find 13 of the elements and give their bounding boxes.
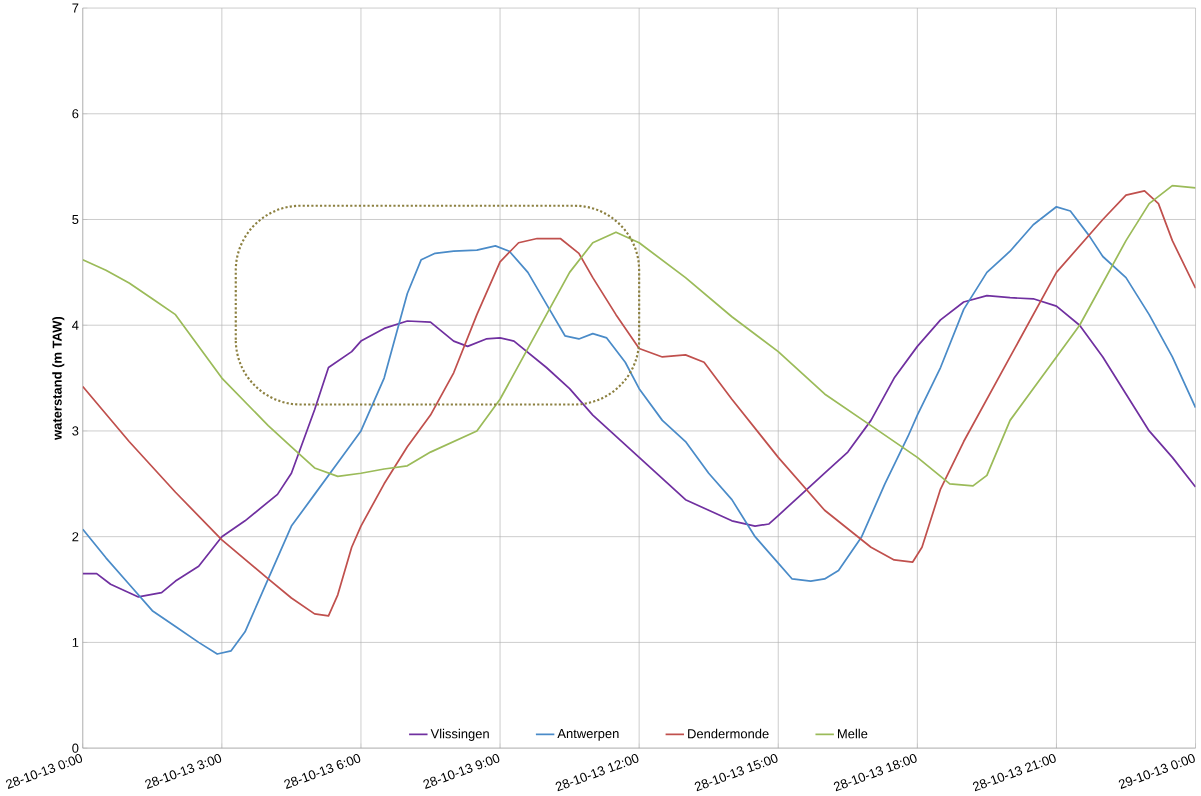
y-tick-label: 0 [72, 743, 79, 753]
y-tick-label: 4 [72, 320, 79, 330]
legend-label: Vlissingen [430, 728, 489, 741]
y-tick-label: 1 [72, 637, 79, 647]
y-axis-title: waterstand (m TAW) [52, 316, 65, 440]
legend-label: Melle [838, 728, 868, 739]
y-tick-label: 6 [72, 109, 79, 119]
y-tick-label: 3 [72, 426, 79, 436]
y-tick-label: 2 [72, 531, 79, 542]
legend-label: Dendermonde [688, 728, 769, 739]
y-tick-label: 5 [72, 214, 79, 224]
y-tick-label: 7 [72, 3, 79, 13]
legend-label: Antwerpen [557, 728, 619, 741]
